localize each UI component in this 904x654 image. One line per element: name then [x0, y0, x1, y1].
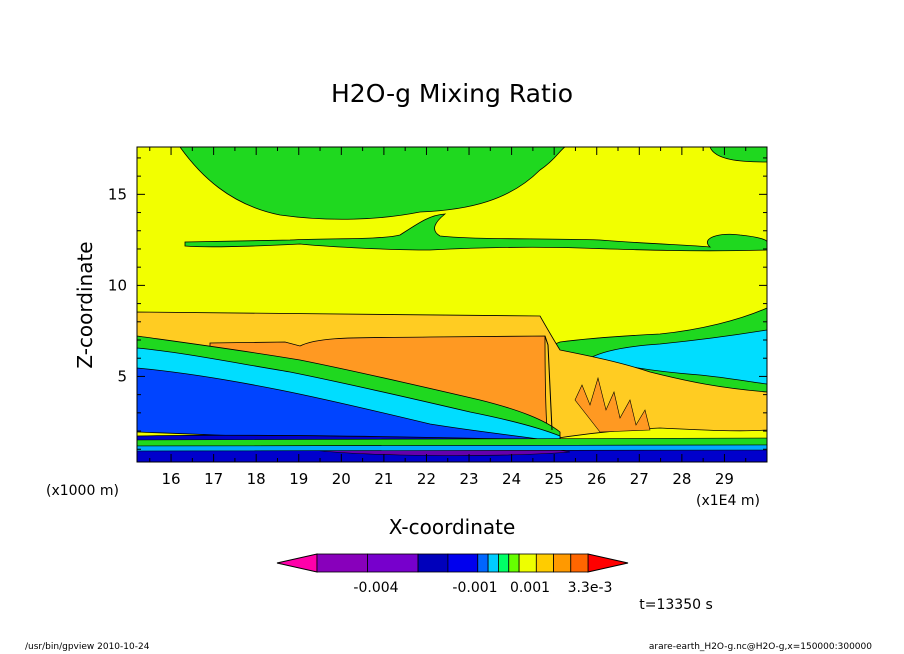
- colorbar-swatch: [417, 553, 449, 573]
- x-tick-label: 23: [459, 470, 478, 488]
- x-tick-label: 22: [417, 470, 436, 488]
- colorbar-swatch: [487, 553, 499, 573]
- x-tick-label: 27: [630, 470, 649, 488]
- x-tick-label: 19: [289, 470, 308, 488]
- y-axis: 5 10 15: [108, 157, 767, 450]
- x-tick-label: 18: [247, 470, 266, 488]
- y-unit-label: (x1000 m): [46, 483, 119, 499]
- footer-right: arare-earth_H2O-g.nc@H2O-g,x=150000:3000…: [649, 642, 872, 652]
- colorbar-swatch: [447, 553, 479, 573]
- x-tick-label: 16: [162, 470, 181, 488]
- x-tick-label: 25: [545, 470, 564, 488]
- y-tick-label: 10: [108, 276, 127, 294]
- y-tick-label: 15: [108, 185, 127, 203]
- colorbar-label-2: 0.001: [510, 580, 550, 596]
- plot-frame: [136, 146, 768, 463]
- time-label: t=13350 s: [639, 597, 713, 613]
- colorbar-label-3: 3.3e-3: [568, 580, 613, 596]
- x-tick-label: 29: [715, 470, 734, 488]
- x-unit-label: (x1E4 m): [696, 493, 760, 509]
- colorbar-high-arrow: [587, 553, 629, 573]
- chart-title: H2O-g Mixing Ratio: [331, 79, 573, 108]
- x-tick-label: 28: [672, 470, 691, 488]
- colorbar-swatch: [498, 553, 510, 573]
- x-axis: 16 17 18 19 20 21 22 23 24 25 26 27 28 29: [149, 147, 747, 488]
- colorbar-label-0: -0.004: [353, 580, 398, 596]
- x-tick-label: 21: [374, 470, 393, 488]
- field-green-band: [184, 213, 767, 252]
- field-green-surface: [137, 437, 767, 447]
- colorbar-low-arrow: [276, 553, 318, 573]
- x-tick-label: 26: [587, 470, 606, 488]
- colorbar-swatch: [367, 553, 419, 573]
- colorbar-swatch: [518, 553, 537, 573]
- y-tick-label: 5: [117, 367, 127, 385]
- field-front-line: [544, 335, 553, 431]
- colorbar-swatch: [477, 553, 489, 573]
- y-axis-label: Z-coordinate: [73, 241, 97, 368]
- x-axis-label: X-coordinate: [389, 515, 516, 539]
- colorbar-label-1: -0.001: [452, 580, 497, 596]
- colorbar-swatch: [553, 553, 572, 573]
- colorbar: [276, 553, 629, 573]
- colorbar-swatch: [570, 553, 589, 573]
- footer-left: /usr/bin/gpview 2010-10-24: [25, 642, 150, 652]
- x-tick-label: 17: [204, 470, 223, 488]
- x-tick-label: 24: [502, 470, 521, 488]
- contour-field: [137, 147, 767, 462]
- field-green-top: [179, 147, 767, 220]
- colorbar-swatch: [316, 553, 368, 573]
- colorbar-swatch: [508, 553, 520, 573]
- field-orange-cells: [574, 376, 651, 433]
- field-light-blue-surface: [137, 444, 767, 452]
- colorbar-swatch: [535, 553, 554, 573]
- x-tick-label: 20: [332, 470, 351, 488]
